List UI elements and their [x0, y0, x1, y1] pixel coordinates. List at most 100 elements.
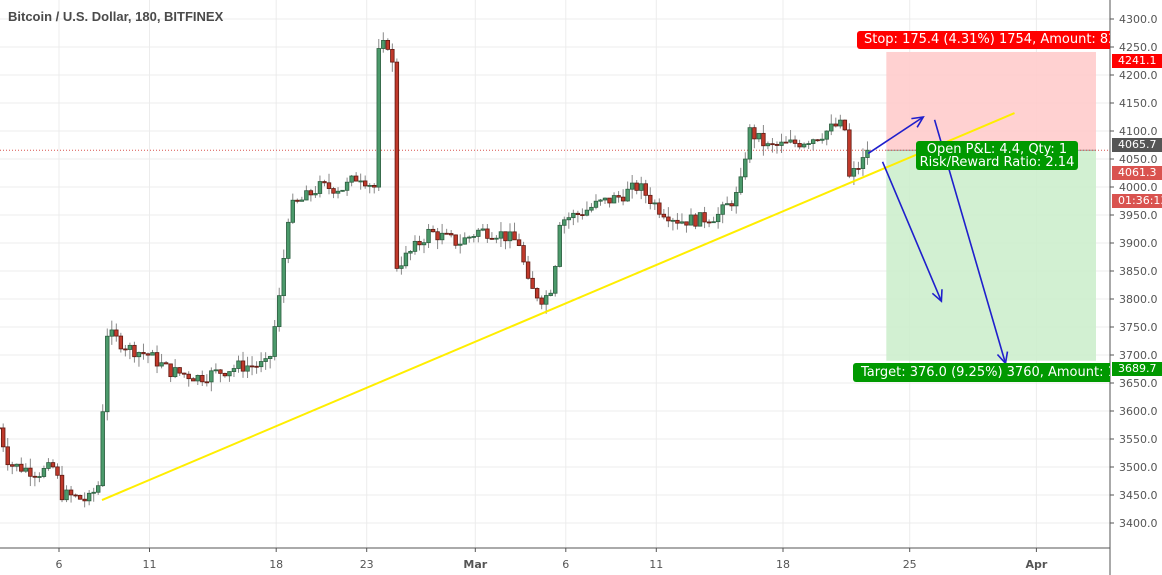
candle — [761, 124, 766, 156]
candle-body-down — [453, 234, 458, 246]
candle-body-up — [824, 130, 829, 140]
candle-body-down — [249, 365, 255, 368]
arrow[interactable] — [881, 161, 943, 303]
target-label[interactable]: Target: 376.0 (9.25%) 3760, Amount: 1 — [853, 363, 1110, 382]
candle-body-up — [408, 250, 413, 254]
candle — [571, 209, 576, 226]
candle-body-up — [593, 200, 599, 208]
candle — [430, 225, 436, 233]
candle — [833, 117, 838, 128]
candle — [792, 135, 798, 148]
candle — [534, 287, 540, 302]
candle-body-down — [177, 367, 182, 374]
candle — [362, 175, 368, 189]
candle-body-up — [381, 39, 386, 49]
candle — [684, 221, 689, 233]
candle — [512, 222, 517, 241]
candle — [376, 38, 381, 191]
candle — [752, 124, 757, 149]
candle — [783, 136, 789, 144]
candle — [566, 212, 572, 229]
candle-body-down — [59, 474, 65, 501]
candle-body-up — [399, 265, 404, 269]
candle-body-up — [557, 224, 562, 267]
candle — [756, 132, 762, 143]
candle — [390, 43, 395, 72]
candle — [729, 200, 734, 211]
candle — [258, 352, 264, 373]
y-tick-label: 4000.0 — [1119, 181, 1158, 194]
candle — [661, 208, 667, 220]
candle — [516, 233, 522, 247]
candle — [779, 133, 784, 154]
stop-label[interactable]: Stop: 175.4 (4.31%) 1754, Amount: 82 — [857, 31, 1110, 49]
candle — [28, 458, 33, 487]
candle — [426, 224, 431, 248]
candle-body-up — [317, 181, 323, 194]
candle — [797, 139, 802, 150]
candle — [494, 235, 499, 244]
candle — [277, 287, 282, 332]
x-tick-label: Mar — [463, 558, 487, 571]
candle — [295, 198, 300, 204]
candle-body-down — [729, 203, 734, 207]
candle-body-up — [820, 138, 825, 141]
y-tick-label: 3700.0 — [1119, 349, 1158, 362]
candle — [218, 369, 223, 383]
candle — [181, 372, 187, 378]
candle-body-down — [0, 427, 6, 448]
candle-body-up — [838, 119, 843, 127]
candle-body-down — [10, 464, 15, 467]
arrow[interactable] — [867, 115, 925, 155]
candle-body-up — [851, 168, 857, 177]
candle-body-up — [462, 237, 467, 245]
open-pl-text: Open P&L: 4.4, Qty: 1 — [926, 142, 1068, 157]
candle — [326, 173, 332, 195]
candle-body-down — [693, 214, 698, 227]
candle-body-down — [706, 221, 712, 224]
candle-body-down — [385, 39, 391, 50]
candle — [195, 374, 200, 386]
candle-body-up — [602, 197, 608, 201]
candle — [639, 176, 644, 200]
x-tick-label: 11 — [649, 558, 663, 571]
candle — [145, 352, 151, 364]
candle-body-up — [865, 149, 870, 158]
candle-body-up — [611, 195, 617, 204]
candle — [525, 255, 531, 280]
candle — [163, 361, 169, 365]
x-tick-label: 23 — [360, 558, 374, 571]
grid — [0, 0, 1110, 548]
candle-body-down — [82, 498, 87, 502]
yellow-trendline[interactable] — [101, 112, 1015, 501]
candle — [589, 203, 594, 213]
candle — [643, 179, 648, 204]
candle-body-up — [589, 206, 594, 211]
candle — [340, 189, 345, 192]
candle-body-up — [829, 123, 834, 132]
y-tick-label: 4050.0 — [1119, 153, 1158, 166]
candle — [562, 216, 567, 234]
candle-body-up — [860, 157, 866, 169]
x-tick-label: 18 — [269, 558, 283, 571]
y-tick-label: 3550.0 — [1119, 433, 1158, 446]
candle-body-down — [118, 335, 124, 350]
candle-body-up — [105, 335, 110, 413]
candle — [820, 133, 825, 144]
open-pl-label[interactable]: Open P&L: 4.4, Qty: 1 Risk/Reward Ratio:… — [916, 141, 1078, 170]
candle-body-up — [344, 181, 350, 191]
candle-body-down — [847, 129, 852, 177]
candle-body-up — [376, 48, 381, 188]
candle-body-up — [788, 139, 793, 143]
x-tick-label: 6 — [56, 558, 63, 571]
candle — [132, 341, 137, 363]
candle — [620, 189, 626, 206]
candle — [73, 493, 78, 498]
candle-body-up — [227, 371, 232, 377]
candle — [801, 142, 807, 149]
candle — [521, 241, 526, 265]
y-tick-label: 3400.0 — [1119, 517, 1158, 530]
stop-zone — [886, 51, 1096, 151]
candle — [734, 186, 739, 214]
